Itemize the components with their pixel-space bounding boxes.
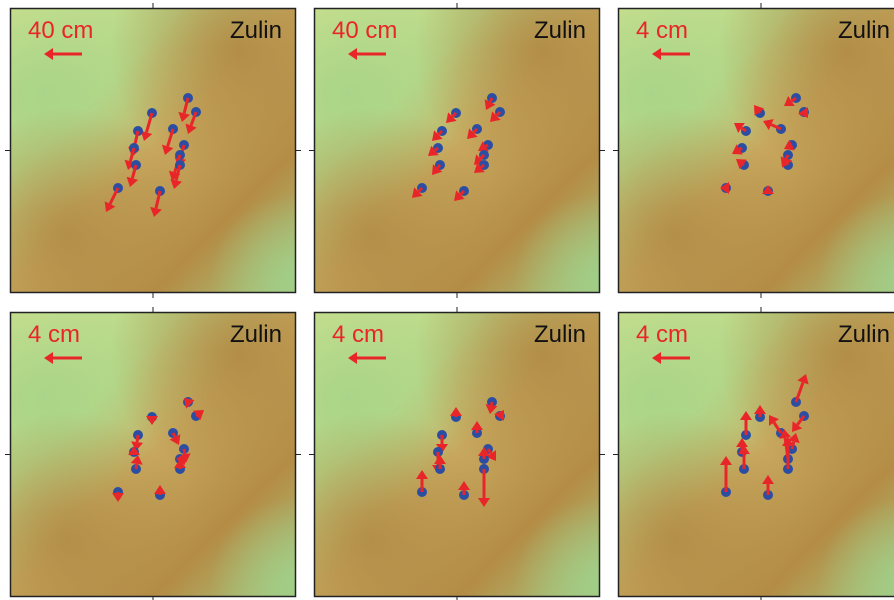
vector-shaft: [486, 145, 488, 146]
vector-shaft: [787, 164, 788, 165]
vector-shaft: [759, 112, 760, 113]
map-panel: 4 cm Zulin: [613, 307, 894, 600]
vector-shaft: [491, 402, 492, 405]
page: {"panels": [ {"scale": "40 cm", "site": …: [0, 0, 894, 600]
site-label: Zulin: [838, 17, 890, 44]
vector-shaft: [740, 148, 742, 149]
scale-label: 4 cm: [636, 321, 688, 348]
scale-label: 4 cm: [28, 321, 80, 348]
scale-label: 40 cm: [28, 17, 93, 44]
vector-shaft: [481, 165, 484, 167]
map-panel: 4 cm Zulin: [613, 3, 894, 298]
vector-shaft: [786, 155, 788, 159]
map-panel: 40 cm Zulin: [309, 3, 605, 298]
scale-label: 4 cm: [636, 17, 688, 44]
vector-shaft: [196, 415, 197, 416]
vector-shaft: [490, 98, 492, 102]
vector-shaft: [137, 435, 138, 442]
map-panel: 4 cm Zulin: [5, 307, 301, 600]
figure: 40 cmZulin40 cmZulin4 cmZulin4 cmZulin4 …: [0, 0, 894, 600]
site-label: Zulin: [230, 17, 282, 44]
vector-shaft: [743, 164, 744, 165]
map-panel: 4 cm Zulin: [309, 307, 605, 600]
site-label: Zulin: [230, 321, 282, 348]
site-label: Zulin: [534, 321, 586, 348]
vector-shaft: [173, 433, 175, 437]
vector-shaft: [438, 165, 440, 168]
scale-label: 40 cm: [332, 17, 397, 44]
vector-shaft: [136, 464, 137, 469]
vector-shaft: [435, 148, 438, 150]
site-label: Zulin: [534, 17, 586, 44]
scale-label: 4 cm: [332, 321, 384, 348]
site-label: Zulin: [838, 321, 890, 348]
map-panel: 40 cm Zulin: [5, 3, 301, 298]
